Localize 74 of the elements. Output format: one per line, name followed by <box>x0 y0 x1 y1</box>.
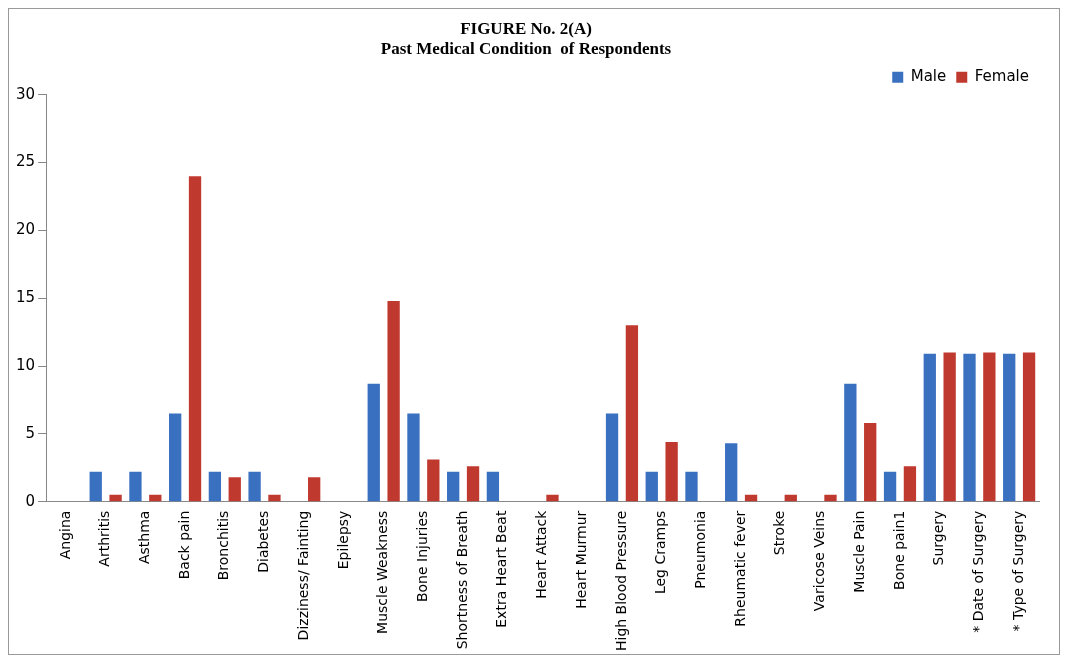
bar <box>546 494 559 502</box>
legend-label: Female <box>974 67 1030 86</box>
bar <box>248 471 261 502</box>
bar <box>228 477 241 502</box>
x-tick-label: Back pain <box>175 510 192 580</box>
x-tick-label: Asthma <box>136 510 153 565</box>
x-tick-label: Rheumatic fever <box>731 510 748 627</box>
x-tick-label: * Date of Surgery <box>970 510 987 633</box>
x-tick-label: Bronchitis <box>215 510 232 581</box>
text: Past Medical Condition of Respondents <box>380 38 672 58</box>
text: FIGURE No. 2(A) <box>460 18 592 38</box>
y-tick-label: 5 <box>25 423 36 442</box>
x-tick-label: Arthritis <box>96 510 113 567</box>
bar <box>744 494 758 502</box>
bar <box>387 300 400 502</box>
bar <box>1022 352 1036 502</box>
bar <box>1003 353 1016 502</box>
bar <box>129 471 142 502</box>
legend-label: Male <box>910 67 947 86</box>
bar <box>89 471 102 502</box>
x-tick-label: Muscle Weakness <box>374 510 391 634</box>
x-tick-label: Extra Heart Beat <box>493 510 510 628</box>
x-tick-label: Stroke <box>771 510 788 556</box>
x-tick-label: Diabetes <box>255 510 272 573</box>
bar <box>427 459 440 502</box>
x-tick-label: Epilepsy <box>334 510 351 570</box>
x-tick-label: Angina <box>56 510 73 560</box>
y-tick-label: 30 <box>15 84 36 103</box>
x-tick-label: Muscle Pain <box>850 510 867 593</box>
bar <box>864 422 877 502</box>
x-tick-label: Heart Murmur <box>572 510 589 609</box>
bar <box>784 494 797 502</box>
bar <box>149 494 162 502</box>
bar <box>605 413 619 502</box>
bar <box>447 471 460 502</box>
x-tick-label: * Type of Surgery <box>1009 510 1026 632</box>
y-tick-label: 10 <box>15 355 36 374</box>
x-tick-label: Dizziness/ Fainting <box>294 510 311 641</box>
x-tick-label: Surgery <box>930 510 947 566</box>
bar <box>844 383 857 502</box>
bar <box>486 471 500 502</box>
bar <box>169 413 182 502</box>
x-tick-label: Varicose Veins <box>811 510 828 612</box>
bar <box>923 353 936 502</box>
bar <box>188 176 202 502</box>
bar <box>963 353 976 502</box>
bar <box>685 471 698 502</box>
y-tick-label: 15 <box>15 288 36 307</box>
bar <box>268 494 281 502</box>
x-tick-label: High Blood Pressure <box>612 510 629 652</box>
bar <box>208 471 222 502</box>
bar <box>407 413 420 502</box>
x-tick-label: Bone pain1 <box>890 510 907 590</box>
bar <box>903 466 917 502</box>
bar <box>645 471 658 502</box>
bar <box>367 383 380 502</box>
x-tick-label: Pneumonia <box>692 510 709 589</box>
bar <box>665 441 678 502</box>
y-tick-label: 20 <box>15 220 36 239</box>
bar <box>983 352 996 502</box>
x-tick-label: Shortness of Breath <box>453 510 470 650</box>
bar <box>824 494 837 502</box>
bar <box>725 443 738 502</box>
bar <box>625 325 639 502</box>
bar <box>308 477 321 502</box>
bar <box>883 471 897 502</box>
x-tick-label: Heart Attack <box>533 509 550 599</box>
bar <box>943 352 956 502</box>
bar <box>466 466 480 502</box>
x-tick-label: Leg Cramps <box>652 510 669 595</box>
y-tick-label: 0 <box>25 491 36 510</box>
x-tick-label: Bone Injuries <box>414 510 431 603</box>
y-tick-label: 25 <box>15 152 36 171</box>
bar <box>109 494 122 502</box>
